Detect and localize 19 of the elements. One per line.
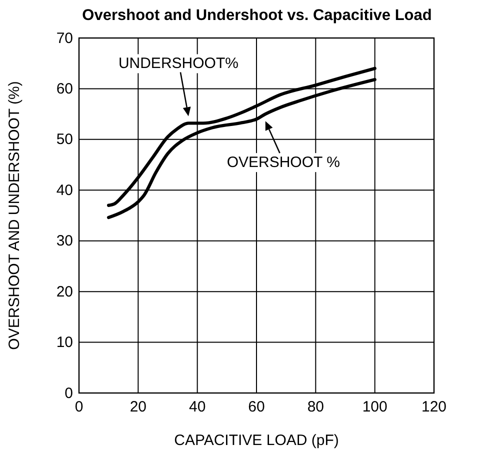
chart-title: Overshoot and Undershoot vs. Capacitive Load bbox=[82, 7, 432, 24]
legend-label: OVERSHOOT % bbox=[226, 154, 340, 172]
x-tick-label: 80 bbox=[307, 398, 324, 416]
y-tick-label: 20 bbox=[56, 283, 73, 300]
y-tick-label: 70 bbox=[56, 30, 73, 47]
y-tick-label: 30 bbox=[56, 232, 73, 250]
x-axis-title: CAPACITIVE LOAD (pF) bbox=[174, 432, 339, 449]
y-tick-label: 40 bbox=[56, 182, 73, 199]
x-tick-label: 120 bbox=[421, 398, 447, 416]
x-tick-label: 40 bbox=[188, 398, 206, 416]
x-tick-label: 100 bbox=[362, 398, 388, 416]
text: UNDERSHOOT% bbox=[118, 55, 238, 72]
y-tick-label: 60 bbox=[56, 80, 73, 98]
y-tick-label: 50 bbox=[56, 131, 73, 148]
y-tick-label: 0 bbox=[64, 384, 73, 402]
x-tick-label: 20 bbox=[130, 398, 147, 416]
y-axis-title: OVERSHOOT AND UNDERSHOOT (%) bbox=[6, 81, 23, 350]
x-tick-label: 60 bbox=[248, 398, 265, 416]
y-tick-label: 10 bbox=[56, 334, 73, 352]
